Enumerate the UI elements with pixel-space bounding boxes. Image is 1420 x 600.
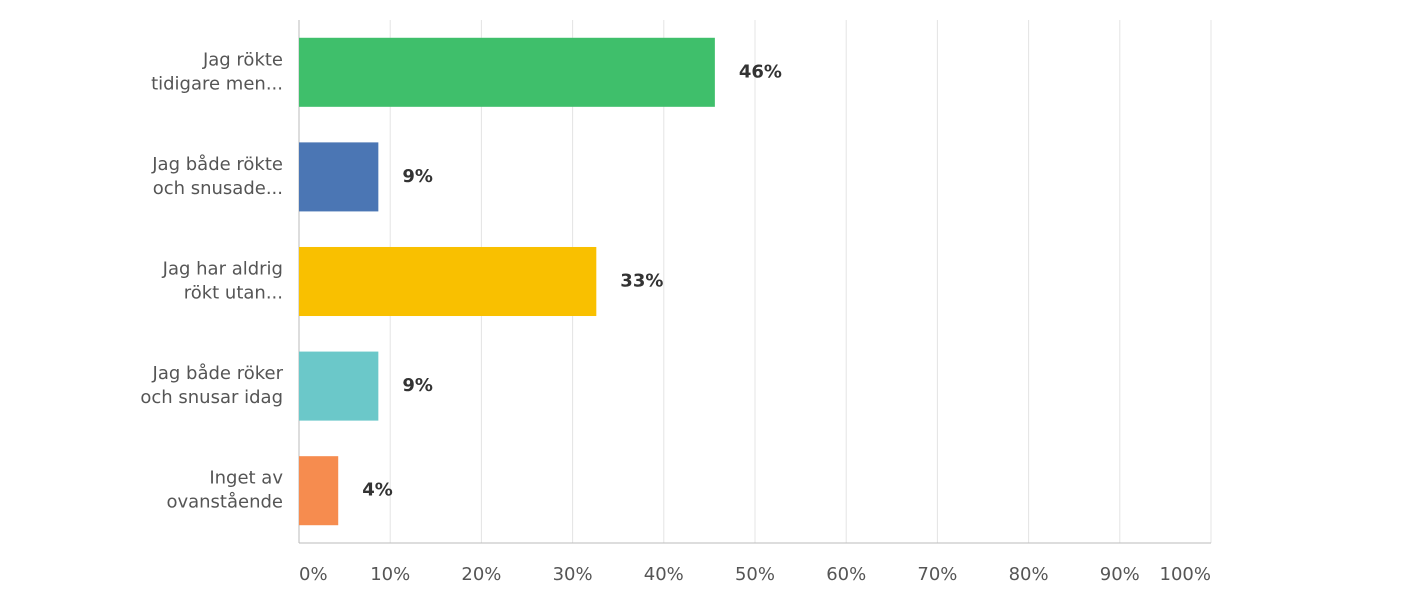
x-tick-label: 60% <box>826 564 866 585</box>
y-tick-label: Jag både röker <box>152 363 284 384</box>
data-label: 33% <box>620 271 663 292</box>
y-tick-label: rökt utan... <box>184 283 283 304</box>
x-tick-label: 40% <box>644 564 684 585</box>
bar <box>299 246 597 317</box>
x-tick-label: 0% <box>299 564 328 585</box>
y-tick-label: och snusade... <box>153 178 283 199</box>
x-tick-label: 20% <box>461 564 501 585</box>
data-label: 9% <box>402 375 433 396</box>
data-label: 46% <box>739 61 782 82</box>
bar <box>299 456 339 526</box>
y-tick-label: Jag rökte <box>202 49 283 70</box>
x-tick-label: 100% <box>1160 564 1211 585</box>
bar <box>299 351 379 421</box>
y-tick-label: Jag har aldrig <box>162 259 283 280</box>
x-tick-label: 30% <box>553 564 593 585</box>
y-tick-label: Jag både rökte <box>151 154 283 175</box>
y-tick-label: Inget av <box>209 468 283 489</box>
x-tick-label: 50% <box>735 564 775 585</box>
x-tick-label: 70% <box>917 564 957 585</box>
data-label: 9% <box>402 166 433 187</box>
x-tick-label: 10% <box>370 564 410 585</box>
y-tick-label: ovanstående <box>166 492 283 513</box>
data-label: 4% <box>362 480 393 501</box>
y-tick-label: tidigare men... <box>151 73 283 94</box>
x-tick-label: 90% <box>1100 564 1140 585</box>
bar <box>299 37 715 107</box>
x-tick-label: 80% <box>1009 564 1049 585</box>
y-tick-label: och snusar idag <box>140 387 283 408</box>
bar <box>299 142 379 212</box>
